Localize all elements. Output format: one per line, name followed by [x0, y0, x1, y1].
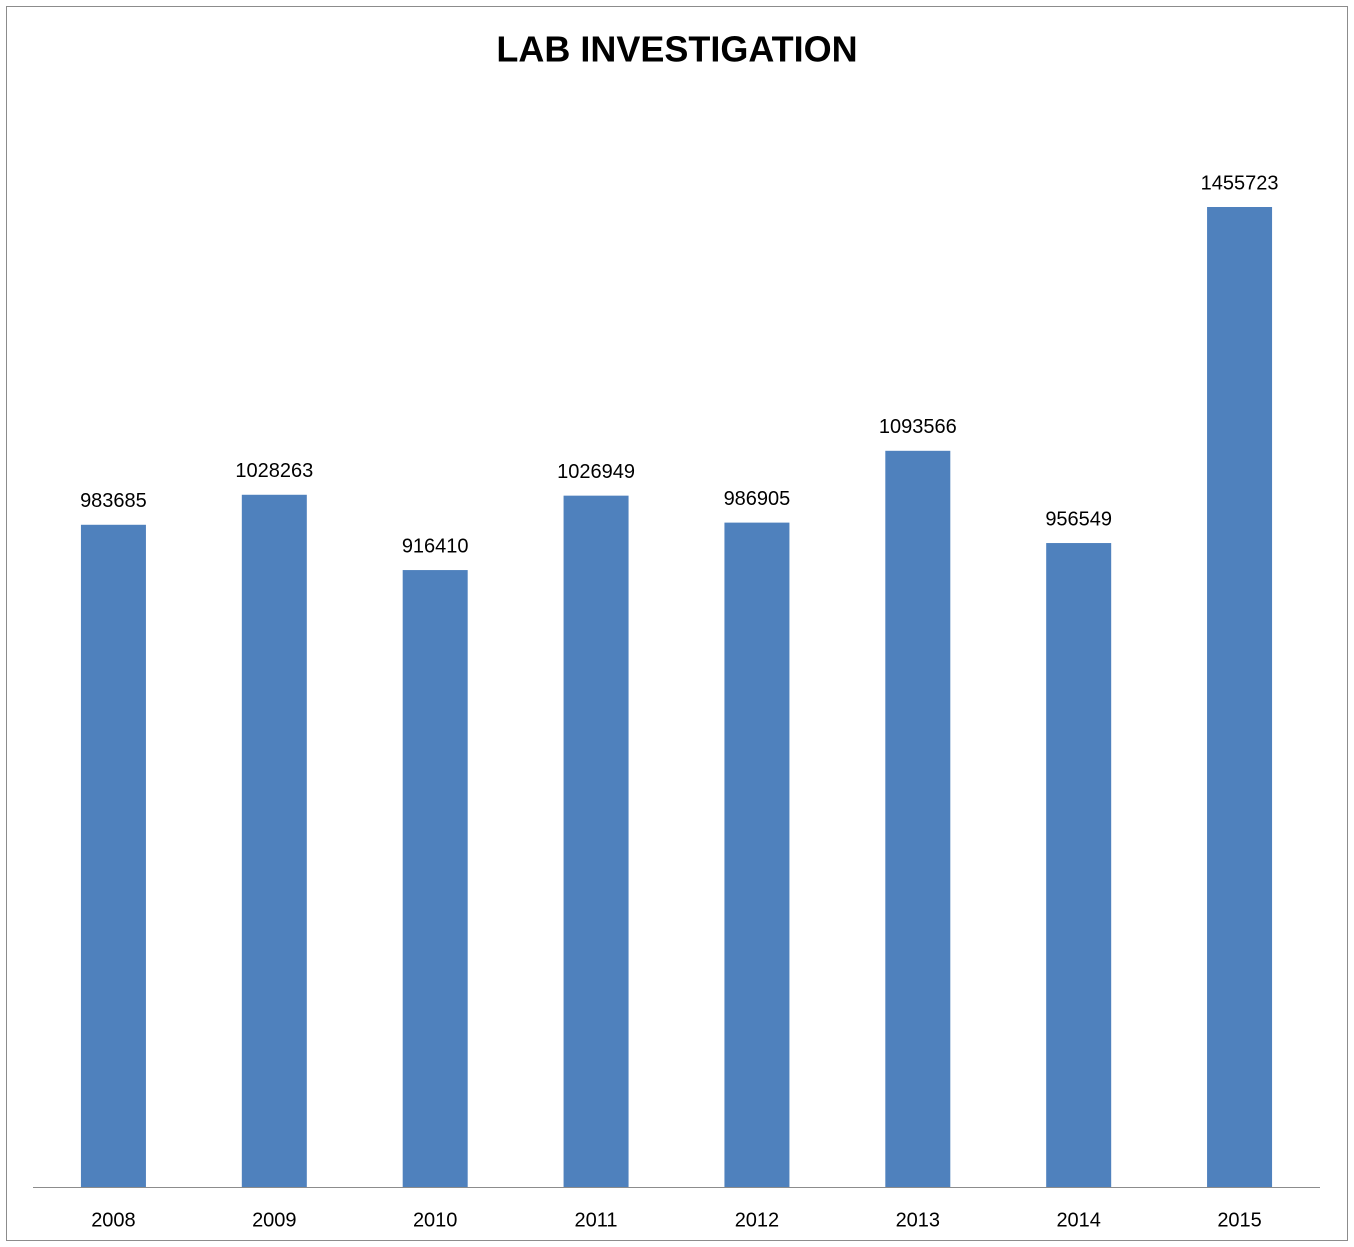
x-tick-label: 2014: [1056, 1209, 1101, 1231]
x-tick-label: 2012: [735, 1209, 780, 1231]
chart-frame: [6, 6, 1348, 1241]
value-label: 983685: [80, 490, 147, 512]
x-tick-label: 2008: [91, 1209, 136, 1231]
value-label: 916410: [402, 535, 469, 557]
x-tick-label: 2010: [413, 1209, 458, 1231]
bar: [80, 524, 146, 1187]
value-label: 956549: [1045, 508, 1112, 530]
bar: [1046, 543, 1112, 1187]
x-tick-label: 2015: [1217, 1209, 1262, 1231]
x-tick-label: 2011: [575, 1209, 618, 1231]
value-label: 1028263: [235, 460, 313, 482]
bar: [402, 570, 468, 1187]
bar: [724, 522, 790, 1187]
bar: [885, 450, 951, 1187]
value-label: 1093566: [879, 416, 957, 438]
value-label: 1455723: [1201, 172, 1279, 194]
bar: [563, 495, 629, 1187]
bar: [241, 494, 307, 1188]
value-label: 986905: [724, 488, 791, 510]
chart-title: LAB INVESTIGATION: [496, 29, 857, 70]
x-tick-label: 2013: [896, 1209, 941, 1231]
bar: [1207, 207, 1273, 1187]
value-label: 1026949: [557, 461, 635, 483]
x-tick-label: 2009: [252, 1209, 297, 1231]
